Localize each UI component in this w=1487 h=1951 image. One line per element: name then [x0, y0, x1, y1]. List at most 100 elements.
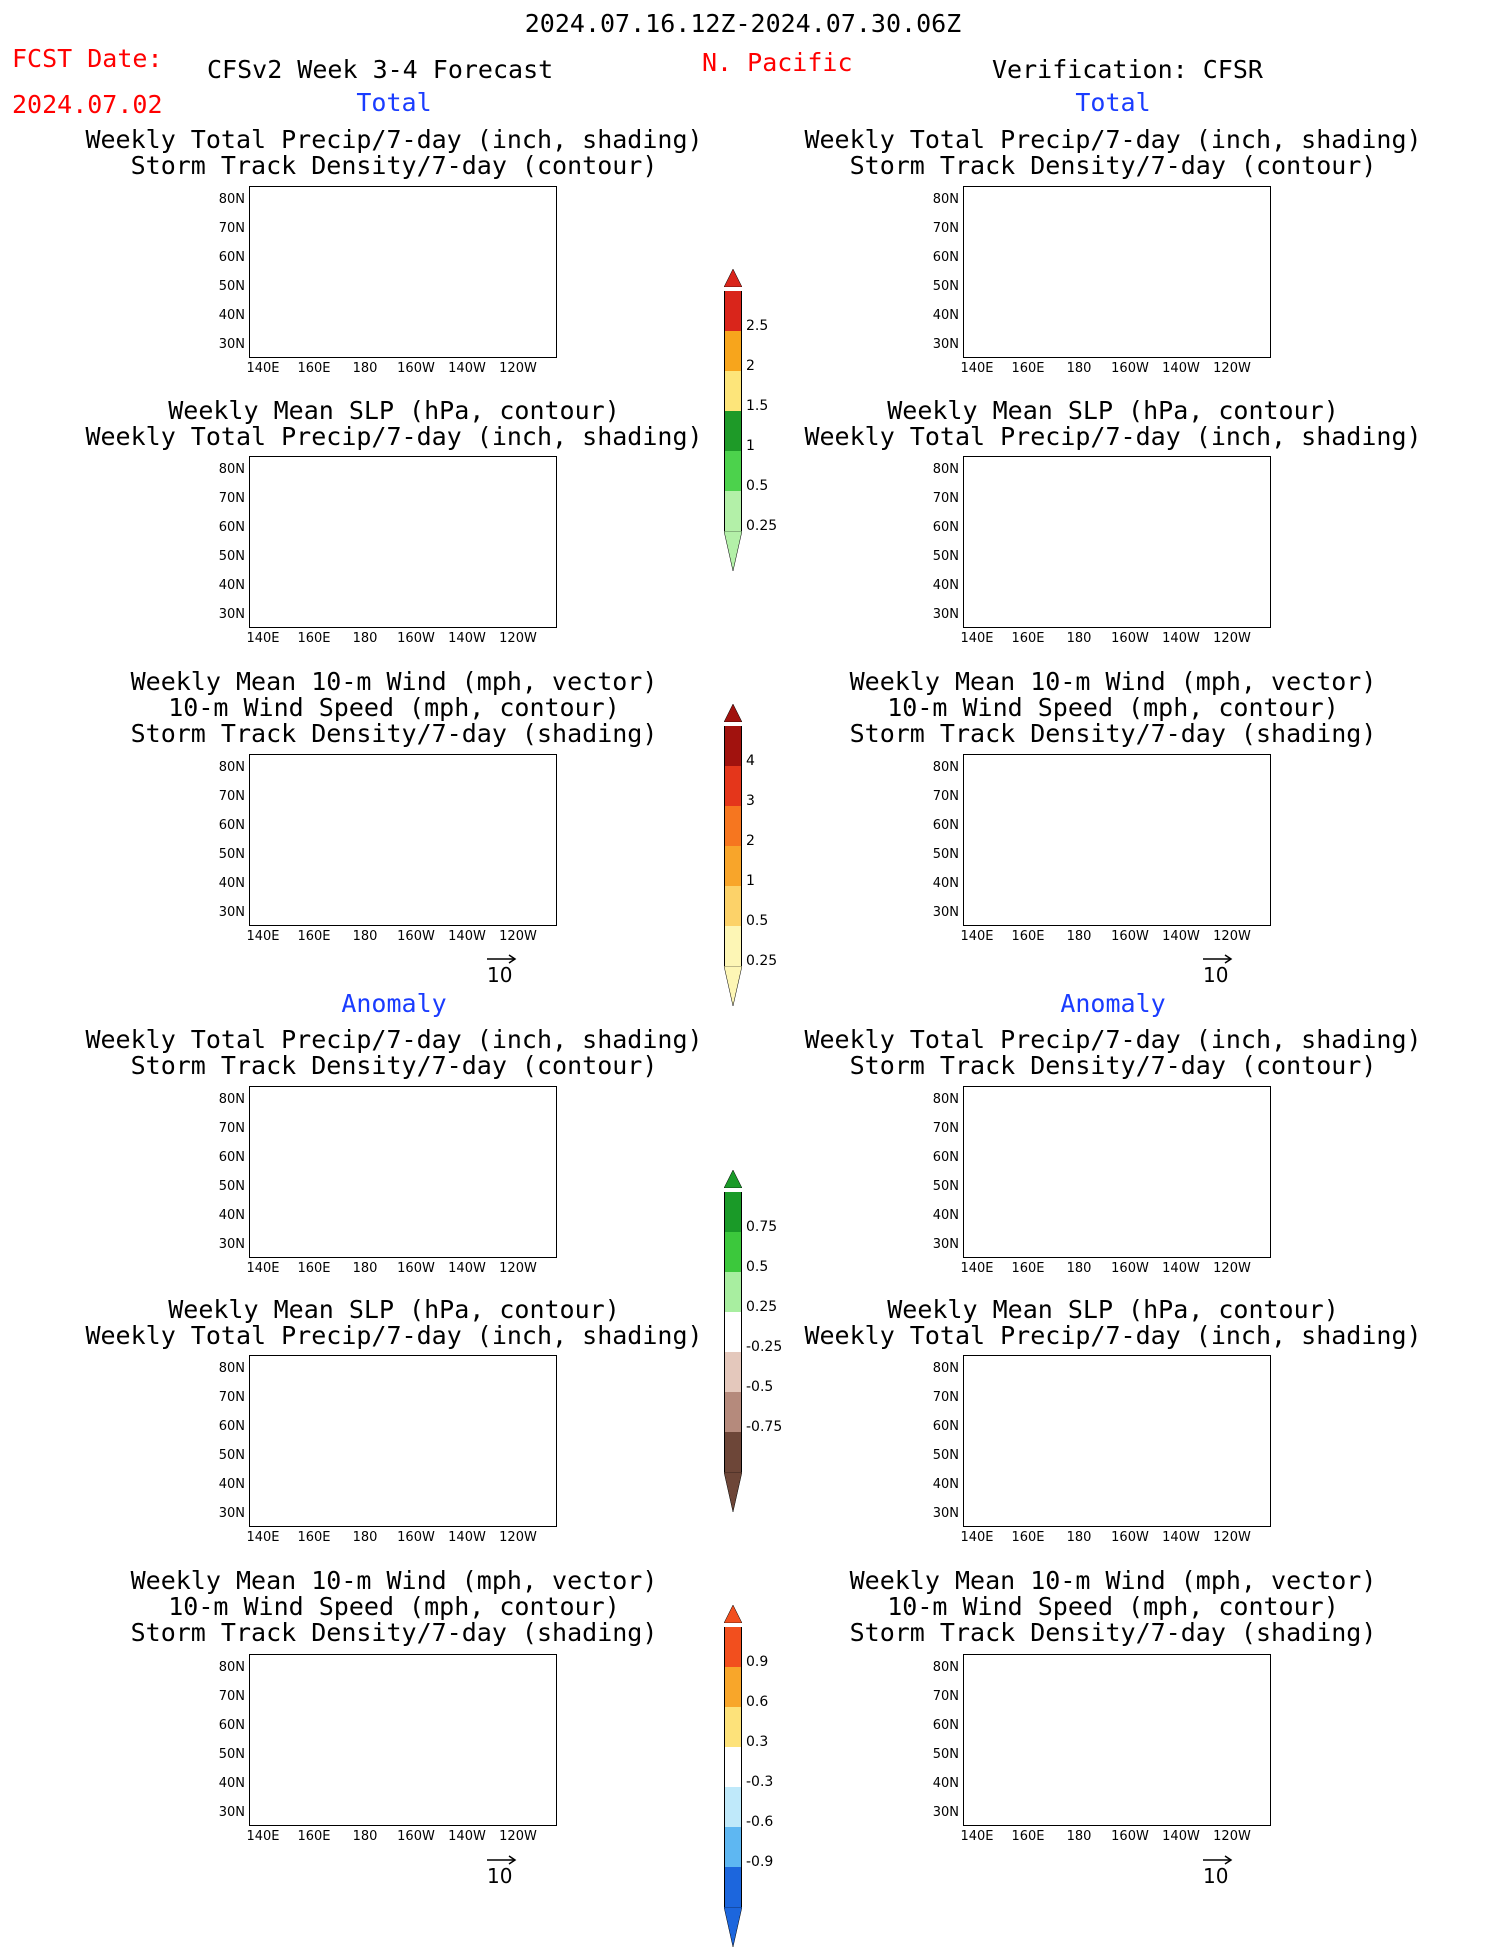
verification-total-heading: Total: [1075, 88, 1151, 117]
map-panel-verification-total-1: 0.250.5110.5: [963, 186, 1271, 358]
lat-tick-label: 30N: [218, 337, 245, 352]
lat-tick-label: 50N: [218, 549, 245, 564]
lat-tick-label: 60N: [218, 1150, 245, 1165]
lat-tick-label: 80N: [218, 192, 245, 207]
arrow-right-icon: [1203, 1855, 1233, 1865]
lat-tick-label: 30N: [932, 1237, 959, 1252]
colorbar-segment: [724, 1432, 742, 1472]
colorbar-tick-label: 2: [746, 833, 755, 849]
colorbar-tick-label: 0.25: [746, 518, 778, 534]
colorbar-segment: [724, 766, 742, 806]
panel-title-line: Weekly Total Precip/7-day (inch, shading…: [85, 1025, 703, 1054]
lon-tick-label: 140W: [448, 1530, 486, 1545]
lat-tick-label: 60N: [932, 818, 959, 833]
lat-tick-label: 60N: [932, 1718, 959, 1733]
lat-tick-label: 40N: [218, 876, 245, 891]
colorbar-tick-label: -0.3: [746, 1774, 774, 1790]
map-panel-forecast-anom-2: 02: [249, 1355, 557, 1527]
lon-tick-label: 180: [1066, 1530, 1092, 1545]
lat-tick-label: 30N: [218, 1805, 245, 1820]
panel-title-line: Weekly Total Precip/7-day (inch, shading…: [85, 125, 703, 154]
lon-tick-label: 140W: [448, 1261, 486, 1276]
lat-tick-label: 30N: [932, 1506, 959, 1521]
panel-title-line: Weekly Mean 10-m Wind (mph, vector): [130, 1566, 658, 1595]
colorbar-segment: [724, 1787, 742, 1827]
lon-tick-label: 160E: [297, 929, 331, 944]
map-panel-verification-total-3: 2410812: [963, 754, 1271, 926]
lon-tick-label: 160E: [297, 631, 331, 646]
panel-title-line: Storm Track Density/7-day (shading): [130, 719, 658, 748]
colorbar-tick-label: 1: [746, 438, 755, 454]
lon-tick-label: 160W: [1111, 1829, 1149, 1844]
map-panel-verification-anom-2: -20: [963, 1355, 1271, 1527]
panel-title: Weekly Total Precip/7-day (inch, shading…: [804, 127, 1421, 179]
lat-tick-label: 70N: [932, 1390, 959, 1405]
lat-tick-label: 80N: [218, 760, 245, 775]
colorbar-tick-label: 0.25: [746, 953, 778, 969]
lat-tick-label: 80N: [932, 1660, 959, 1675]
colorbar-segment: [724, 846, 742, 886]
panel-title-line: Weekly Total Precip/7-day (inch, shading…: [85, 422, 703, 451]
panel-title-line: Weekly Total Precip/7-day (inch, shading…: [804, 1025, 1422, 1054]
colorbar-tick-label: 3: [746, 793, 755, 809]
panel-title: Weekly Mean 10-m Wind (mph, vector) 10-m …: [131, 1568, 658, 1646]
colorbar-tick-label: -0.5: [746, 1379, 774, 1395]
lon-tick-label: 120W: [1213, 631, 1251, 646]
lon-tick-label: 160E: [1011, 631, 1045, 646]
vector-ref-verif-anomaly: 10: [1203, 1855, 1233, 1888]
panel-title: Weekly Mean 10-m Wind (mph, vector) 10-m …: [131, 669, 658, 747]
map-panel-verification-total-2: 10101022.5: [963, 456, 1271, 628]
panel-title-line: Weekly Total Precip/7-day (inch, shading…: [804, 422, 1422, 451]
panel-title-line: Storm Track Density/7-day (contour): [849, 151, 1377, 180]
lat-tick-label: 50N: [932, 279, 959, 294]
vector-ref-label: 10: [487, 1864, 513, 1888]
lat-tick-label: 50N: [932, 1747, 959, 1762]
lon-tick-label: 180: [352, 929, 378, 944]
region-label: N. Pacific: [702, 48, 853, 77]
lon-tick-label: 140W: [1162, 929, 1200, 944]
lon-tick-label: 160W: [397, 1261, 435, 1276]
lat-tick-label: 30N: [218, 1506, 245, 1521]
vector-ref-label: 10: [487, 963, 513, 987]
colorbar-segment: [724, 411, 742, 451]
lon-tick-label: 160W: [397, 361, 435, 376]
lon-tick-label: 160W: [1111, 631, 1149, 646]
lon-tick-label: 120W: [1213, 929, 1251, 944]
colorbar-segment: [724, 1232, 742, 1272]
colorbar-tick-label: 0.5: [746, 478, 769, 494]
lat-tick-label: 40N: [932, 308, 959, 323]
colorbar-tick-label: 0.5: [746, 1259, 769, 1275]
colorbar-tick-label: 1: [746, 873, 755, 889]
panel-title: Weekly Mean SLP (hPa, contour) Weekly Tot…: [804, 398, 1421, 450]
colorbar-tick-label: 0.6: [746, 1694, 769, 1710]
panel-title-line: Weekly Total Precip/7-day (inch, shading…: [85, 1321, 703, 1350]
lat-tick-label: 50N: [218, 847, 245, 862]
lon-tick-label: 120W: [1213, 1261, 1251, 1276]
lat-tick-label: 60N: [218, 250, 245, 265]
colorbar-tick-label: 2.5: [746, 318, 769, 334]
lat-tick-label: 60N: [218, 520, 245, 535]
colorbar-segment: [724, 371, 742, 411]
panel-title-line: Storm Track Density/7-day (contour): [130, 151, 658, 180]
lon-tick-label: 140E: [246, 1829, 280, 1844]
lon-tick-label: 180: [1066, 361, 1092, 376]
lon-tick-label: 140E: [246, 361, 280, 376]
precip-total-colorbar: 2.5 2 1.5 1 0.5 0.25: [723, 268, 777, 575]
panel-title: Weekly Mean SLP (hPa, contour) Weekly Tot…: [85, 1297, 702, 1349]
lon-tick-label: 140W: [1162, 1829, 1200, 1844]
lat-tick-label: 70N: [218, 1121, 245, 1136]
vector-ref-label: 10: [1203, 1864, 1229, 1888]
storm-track-anomaly-colorbar: 0.9 0.6 0.3 -0.3 -0.6 -0.9: [723, 1604, 773, 1951]
lon-tick-label: 120W: [499, 929, 537, 944]
lon-tick-label: 160E: [1011, 929, 1045, 944]
lat-tick-label: 50N: [932, 549, 959, 564]
lon-tick-label: 180: [1066, 929, 1092, 944]
colorbar-segment: [724, 1667, 742, 1707]
panel-title-line: Weekly Total Precip/7-day (inch, shading…: [804, 1321, 1422, 1350]
panel-title-line: 10-m Wind Speed (mph, contour): [887, 693, 1339, 722]
colorbar-segment: [724, 806, 742, 846]
vector-ref-verif-total: 10: [1203, 954, 1233, 987]
lat-tick-label: 70N: [218, 789, 245, 804]
lon-tick-label: 140E: [960, 1261, 994, 1276]
lon-tick-label: 160W: [397, 1530, 435, 1545]
